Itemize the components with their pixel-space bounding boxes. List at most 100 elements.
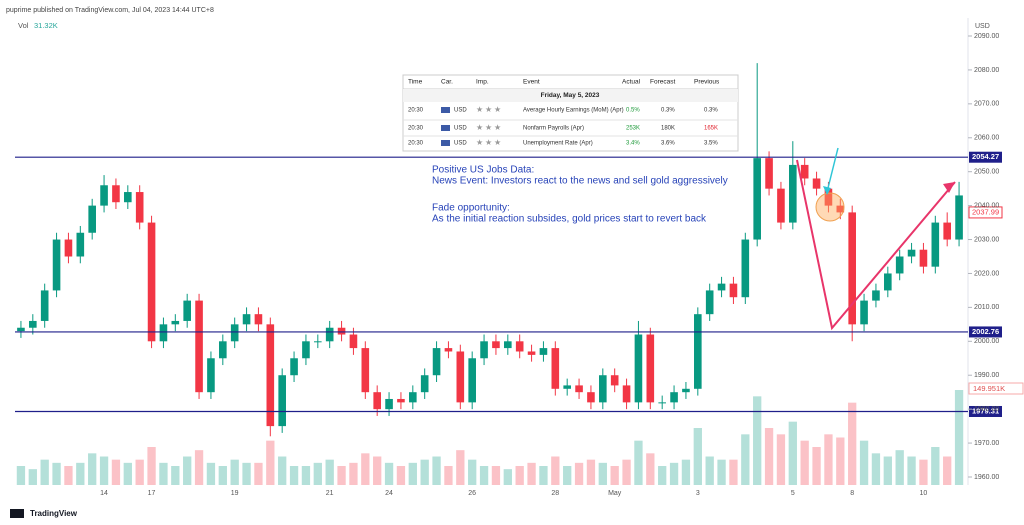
table-cell: 165K [704, 126, 718, 132]
volume-bar [230, 459, 239, 485]
table-frame [402, 74, 739, 152]
pointer-arrow [826, 147, 839, 193]
candle-body [254, 314, 263, 325]
publisher: puprime published on TradingView.com, Ju… [6, 7, 214, 14]
x-tick-label: 28 [551, 490, 559, 497]
volume-bar [907, 456, 916, 485]
candle-body [325, 327, 334, 342]
volume-bar [610, 466, 619, 485]
volume-bar [943, 456, 952, 485]
flag-icon [441, 140, 450, 146]
star-icon: ★ [476, 123, 483, 132]
candle-body [705, 290, 714, 315]
candle-body [76, 232, 85, 257]
candle-body [729, 283, 738, 298]
volume-bar [242, 462, 251, 485]
y-tick-label: 2030.00 [974, 236, 999, 243]
volume-pane [16, 390, 964, 485]
candle-body [848, 212, 856, 325]
candle-body [302, 341, 310, 359]
candle-body [124, 192, 132, 203]
trend-drawing [796, 159, 956, 331]
level-tag [969, 326, 1002, 338]
table-cell: Unemployment Rate (Apr) [523, 141, 593, 147]
candle-body [159, 324, 168, 342]
star-icon: ★ [494, 123, 501, 132]
volume-bar [563, 466, 572, 485]
volume-bar [693, 428, 702, 485]
candle-body [100, 185, 108, 206]
volume-bar [836, 437, 845, 485]
annotation: As the initial reaction subsides, gold p… [432, 214, 707, 225]
x-tick-label: 5 [791, 490, 795, 497]
flag-icon [441, 125, 450, 131]
arrow-head [943, 182, 955, 193]
highlight-circle [815, 192, 845, 222]
candle-body [753, 158, 761, 240]
x-tick-label: 17 [148, 490, 156, 497]
volume-bar [456, 450, 465, 485]
candle-body [432, 348, 441, 376]
calendar-table: Time Car. Imp. Event Actual Forecast Previous F… [402, 74, 739, 152]
candle-body [895, 256, 904, 274]
volume-bar [824, 434, 833, 485]
volume-last-label: 149.951K [973, 384, 1005, 393]
volume-bar [432, 456, 441, 485]
volume-bar [266, 440, 275, 485]
star-icon: ★ [476, 105, 483, 114]
candle-body [943, 222, 951, 240]
candle-body [812, 178, 821, 189]
y-tick-label: 2090.00 [974, 33, 999, 40]
volume-bar [171, 466, 180, 485]
volume-bar [669, 462, 679, 485]
column-header: Car. [441, 79, 453, 86]
volume-bar [111, 459, 121, 485]
candle-body [242, 314, 251, 325]
table-cell: 3.6% [661, 141, 675, 147]
volume-bar [206, 462, 216, 485]
volume-bar [301, 466, 311, 485]
candle-body [385, 398, 393, 410]
table-cell: Average Hourly Earnings (MoM) (Apr) [523, 108, 624, 114]
y-tick-label: 2060.00 [974, 135, 999, 142]
candle-body [219, 341, 227, 359]
candle-body [670, 392, 678, 403]
last-price-label: 2037.99 [972, 207, 999, 216]
candle-body [824, 188, 833, 206]
candle-body [135, 192, 144, 223]
annotation: Fade opportunity: [432, 203, 510, 214]
volume-bar [194, 450, 204, 485]
table-cell: 0.5% [626, 108, 640, 114]
volume-last-box [968, 382, 1024, 395]
volume-bar [147, 447, 156, 485]
y-tick-label: 2080.00 [974, 67, 999, 74]
candle-body [575, 385, 583, 393]
candle-body [563, 385, 571, 389]
volume-bar [28, 469, 37, 485]
candle-body [230, 324, 239, 342]
x-tick-label: 19 [231, 490, 239, 497]
candle-body [717, 283, 726, 291]
table-cell: 20:30 [408, 108, 424, 114]
x-axis: 14 17 19 21 24 26 28 May 3 5 8 10 [100, 490, 927, 497]
column-header: Actual [622, 79, 641, 86]
volume-bar [859, 440, 869, 485]
volume-bar [361, 453, 370, 485]
volume-bar [764, 428, 774, 485]
candle-body [397, 398, 405, 403]
volume-bar [278, 456, 287, 485]
candle-body [183, 300, 191, 321]
candle-body [610, 375, 619, 386]
column-header: Imp. [476, 79, 489, 86]
volume-bar [159, 462, 168, 485]
volume-bar [919, 459, 928, 485]
table-cell: USD [454, 108, 467, 114]
volume-bar [658, 466, 667, 485]
candle-body [361, 348, 370, 393]
level-label: 2002.76 [972, 327, 999, 336]
column-header: Event [523, 79, 540, 86]
x-tick-label: 10 [920, 490, 928, 497]
candle-body [29, 320, 37, 328]
volume-readout: 31.32K [34, 21, 58, 30]
